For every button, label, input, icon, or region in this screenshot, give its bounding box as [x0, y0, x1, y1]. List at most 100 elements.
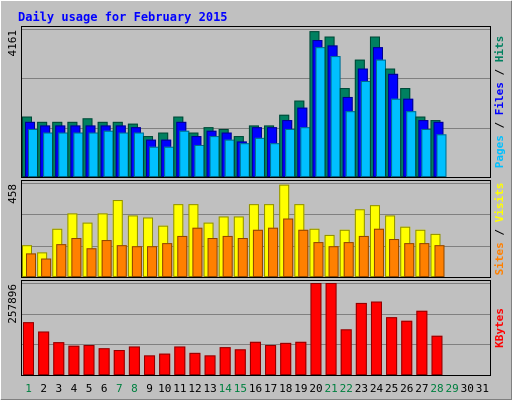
- bar-kbytes-day-8: [128, 346, 140, 375]
- bar-body: [436, 134, 447, 177]
- bar-edge: [355, 302, 367, 375]
- bar-pages-day-18: [285, 128, 296, 177]
- x-tick-label-day-30: 30: [461, 382, 474, 395]
- bar-kbytes-day-6: [98, 348, 110, 375]
- bar-sites-day-6: [101, 240, 112, 277]
- x-tick-label-day-28: 28: [430, 382, 443, 395]
- bar-body: [222, 235, 233, 277]
- bar-pages-day-25: [391, 98, 402, 177]
- bar-kbytes-day-5: [83, 345, 95, 375]
- panel-frame: [21, 280, 491, 376]
- bar-edge: [389, 239, 400, 277]
- bar-edge: [219, 347, 231, 376]
- bar-kbytes-day-17: [265, 345, 277, 375]
- bar-body: [295, 341, 307, 375]
- series-label: KBytes: [493, 308, 506, 348]
- bar-body: [53, 342, 65, 375]
- bar-sites-day-3: [56, 244, 67, 278]
- x-tick-label-day-13: 13: [203, 382, 216, 395]
- bar-kbytes-day-19: [295, 341, 307, 375]
- x-tick-label-day-16: 16: [249, 382, 262, 395]
- bar-kbytes-day-27: [416, 310, 428, 375]
- bar-edge: [159, 353, 171, 375]
- bar-body: [360, 80, 371, 177]
- bar-edge: [26, 253, 36, 278]
- x-tick-label-day-22: 22: [340, 382, 353, 395]
- bar-pages-day-14: [224, 139, 235, 178]
- bar-sites-day-18: [283, 218, 294, 277]
- bar-body: [298, 229, 309, 277]
- bar-body: [389, 239, 400, 277]
- series-label-part: /: [493, 222, 506, 242]
- bar-body: [375, 59, 386, 177]
- bar-pages-day-23: [360, 80, 371, 177]
- bar-edge: [131, 246, 142, 277]
- bar-body: [147, 246, 158, 277]
- bar-edge: [280, 342, 292, 376]
- bar-kbytes-day-1: [23, 322, 34, 375]
- bar-body: [207, 238, 218, 277]
- bar-pages-day-17: [270, 143, 281, 178]
- bar-body: [315, 47, 326, 177]
- series-label-part: Hits: [493, 36, 506, 63]
- bar-sites-day-1: [26, 253, 36, 278]
- bar-body: [209, 136, 220, 177]
- x-tick-label-day-29: 29: [446, 382, 459, 395]
- bar-body: [43, 132, 54, 177]
- x-tick-label-day-4: 4: [71, 382, 78, 395]
- bar-body: [56, 244, 67, 277]
- bar-kbytes-day-10: [159, 353, 171, 375]
- bar-edge: [128, 346, 140, 375]
- bar-kbytes-day-18: [280, 342, 292, 376]
- bar-body: [373, 228, 384, 277]
- panel-traffic: 257896 KBytes: [6, 280, 506, 376]
- x-tick-label-day-7: 7: [116, 382, 123, 395]
- bar-edge: [328, 246, 339, 277]
- bar-body: [144, 355, 156, 375]
- x-tick-label-day-9: 9: [146, 382, 153, 395]
- bar-edge: [401, 320, 413, 375]
- x-tick-label-day-21: 21: [325, 382, 338, 395]
- x-tick-label-day-20: 20: [309, 382, 322, 395]
- bar-sites-day-27: [419, 243, 430, 278]
- x-tick-label-day-25: 25: [385, 382, 398, 395]
- bar-sites-day-12: [192, 227, 203, 277]
- bar-body: [285, 128, 296, 177]
- bar-kbytes-day-3: [53, 342, 65, 376]
- bar-body: [386, 317, 398, 375]
- bar-edge: [268, 227, 279, 277]
- bar-edge: [298, 229, 309, 277]
- bar-body: [340, 329, 352, 375]
- bar-body: [355, 302, 367, 375]
- bar-kbytes-day-24: [370, 301, 382, 375]
- chart-title: Daily usage for February 2015: [18, 10, 228, 24]
- bar-sites-day-10: [162, 243, 173, 278]
- bar-body: [270, 143, 281, 177]
- bar-edge: [189, 352, 201, 376]
- x-tick-label-day-18: 18: [279, 382, 292, 395]
- bar-edge: [83, 345, 95, 375]
- bar-sites-day-13: [207, 238, 218, 277]
- bar-body: [179, 130, 190, 177]
- x-tick-label-day-8: 8: [131, 382, 138, 395]
- bar-sites-day-15: [237, 238, 248, 277]
- bar-edge: [310, 283, 322, 375]
- bar-pages-day-3: [58, 132, 69, 177]
- x-tick-label-day-12: 12: [188, 382, 201, 395]
- bar-sites-day-9: [147, 246, 158, 277]
- bar-body: [224, 139, 235, 177]
- bar-pages-day-11: [179, 130, 190, 177]
- panel-requests: 4161 Pages / Files / Hits: [6, 26, 506, 178]
- bar-body: [38, 331, 50, 375]
- bar-edge: [177, 235, 188, 277]
- bar-body: [128, 346, 140, 375]
- bar-edge: [436, 134, 447, 177]
- bar-body: [73, 132, 84, 177]
- bar-edge: [416, 310, 428, 375]
- bar-edge: [98, 348, 110, 375]
- bar-edge: [86, 248, 97, 277]
- bar-edge: [249, 341, 261, 375]
- bar-kbytes-day-26: [401, 320, 413, 375]
- bar-pages-day-6: [103, 130, 114, 177]
